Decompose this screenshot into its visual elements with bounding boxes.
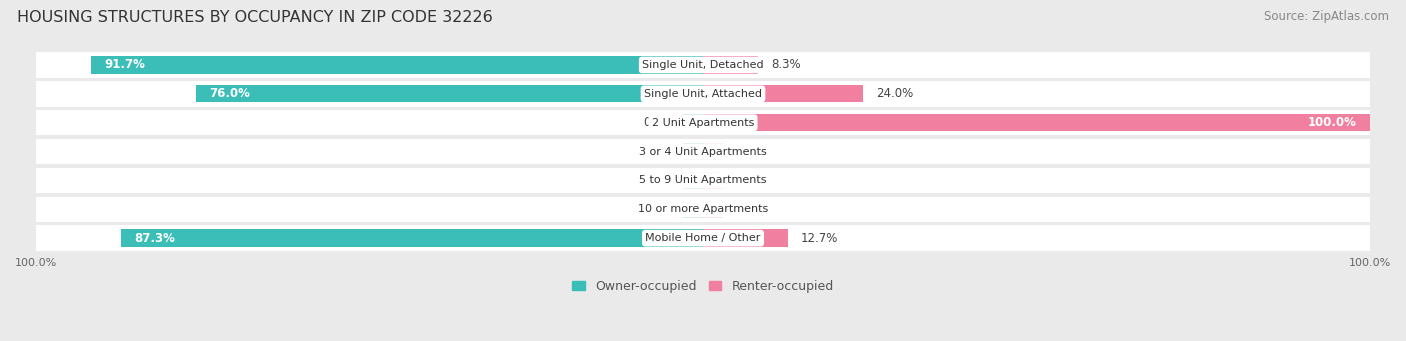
Text: 2 Unit Apartments: 2 Unit Apartments xyxy=(652,118,754,128)
Bar xyxy=(683,172,703,189)
Bar xyxy=(703,201,723,218)
Text: 91.7%: 91.7% xyxy=(105,58,146,72)
Text: Single Unit, Detached: Single Unit, Detached xyxy=(643,60,763,70)
Text: 100.0%: 100.0% xyxy=(1308,116,1357,129)
Bar xyxy=(91,56,703,74)
Text: 0.0%: 0.0% xyxy=(733,145,762,158)
Text: 0.0%: 0.0% xyxy=(733,203,762,216)
Bar xyxy=(683,143,703,160)
Bar xyxy=(703,143,723,160)
Legend: Owner-occupied, Renter-occupied: Owner-occupied, Renter-occupied xyxy=(572,280,834,293)
Bar xyxy=(703,229,787,247)
Bar xyxy=(37,81,1369,106)
Text: 3 or 4 Unit Apartments: 3 or 4 Unit Apartments xyxy=(640,147,766,157)
Text: 87.3%: 87.3% xyxy=(134,232,174,244)
Bar xyxy=(37,110,1369,135)
Text: 0.0%: 0.0% xyxy=(644,116,673,129)
Bar xyxy=(683,114,703,131)
Bar xyxy=(37,168,1369,193)
Bar xyxy=(37,197,1369,222)
Text: 0.0%: 0.0% xyxy=(733,174,762,187)
Text: 10 or more Apartments: 10 or more Apartments xyxy=(638,204,768,214)
Bar xyxy=(197,85,703,103)
Text: 24.0%: 24.0% xyxy=(876,87,914,100)
Bar xyxy=(683,201,703,218)
Bar xyxy=(703,114,1369,131)
Bar xyxy=(703,85,863,103)
Bar xyxy=(37,139,1369,164)
Text: 12.7%: 12.7% xyxy=(801,232,838,244)
Text: 5 to 9 Unit Apartments: 5 to 9 Unit Apartments xyxy=(640,175,766,186)
Bar xyxy=(37,225,1369,251)
Text: 0.0%: 0.0% xyxy=(644,174,673,187)
Text: 8.3%: 8.3% xyxy=(772,58,801,72)
Text: 0.0%: 0.0% xyxy=(644,145,673,158)
Bar xyxy=(37,52,1369,78)
Text: HOUSING STRUCTURES BY OCCUPANCY IN ZIP CODE 32226: HOUSING STRUCTURES BY OCCUPANCY IN ZIP C… xyxy=(17,10,492,25)
Text: Mobile Home / Other: Mobile Home / Other xyxy=(645,233,761,243)
Text: Source: ZipAtlas.com: Source: ZipAtlas.com xyxy=(1264,10,1389,23)
Bar xyxy=(703,172,723,189)
Bar xyxy=(703,56,758,74)
Text: 0.0%: 0.0% xyxy=(644,203,673,216)
Text: 76.0%: 76.0% xyxy=(209,87,250,100)
Bar xyxy=(121,229,703,247)
Text: Single Unit, Attached: Single Unit, Attached xyxy=(644,89,762,99)
